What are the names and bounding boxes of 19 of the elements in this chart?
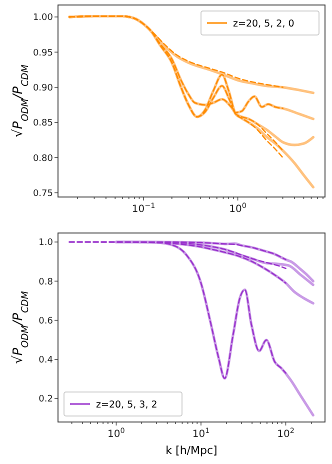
y-tick-label: 0.6 (38, 316, 54, 326)
x-tick-label: 10$^{2}$ (277, 426, 294, 440)
x-tick-label: 10$^{0}$ (229, 200, 247, 215)
y-tick-label: 0.2 (38, 394, 53, 405)
y-tick-label: 1.00 (32, 13, 54, 24)
legend-label: z=20, 5, 2, 0 (233, 18, 294, 30)
x-axis-title: k [h/Mpc] (166, 444, 218, 457)
legend-label: z=20, 5, 3, 2 (96, 399, 158, 410)
x-tick-label: 10$^{0}$ (108, 426, 126, 440)
y-tick-label: 0.95 (32, 48, 53, 58)
y-tick-label: 0.8 (38, 277, 54, 288)
x-tick-label: 10$^{1}$ (192, 426, 210, 440)
y-tick-label: 0.80 (32, 154, 54, 164)
y-tick-label: 1.0 (38, 238, 54, 248)
y-tick-label: 0.4 (38, 356, 54, 366)
x-tick-label: 10$^{−1}$ (132, 200, 156, 215)
y-tick-label: 0.75 (32, 188, 53, 199)
y-tick-label: 0.90 (32, 83, 54, 94)
y-tick-label: 0.85 (32, 118, 53, 129)
